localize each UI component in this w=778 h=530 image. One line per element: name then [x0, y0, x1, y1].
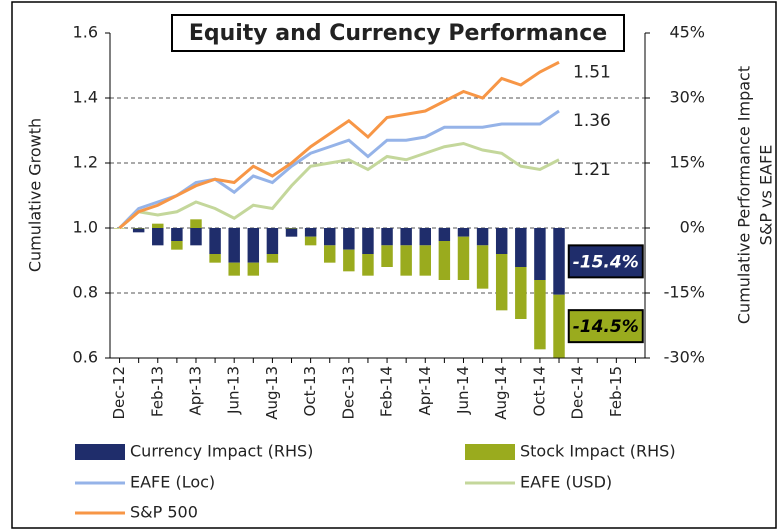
- legend-label: EAFE (USD): [520, 473, 612, 492]
- value-label: -15.4%: [573, 252, 639, 272]
- bar: [362, 254, 374, 276]
- end-label: 1.21: [573, 160, 611, 180]
- x-tick-label: Aug-13: [263, 366, 281, 420]
- chart-title: Equity and Currency Performance: [189, 21, 607, 46]
- x-tick-label: Apr-13: [186, 366, 204, 416]
- y2-tick-label: -15%: [664, 283, 705, 302]
- bar: [381, 228, 393, 246]
- legend-swatch: [465, 444, 515, 460]
- value-label-box: [567, 309, 644, 344]
- value-label-box: [567, 244, 644, 279]
- bar: [553, 294, 565, 358]
- legend-label: S&P 500: [130, 503, 198, 522]
- bar: [113, 228, 126, 229]
- x-tick-label: Feb-14: [378, 366, 396, 417]
- bar: [343, 249, 355, 272]
- bar: [171, 241, 183, 250]
- bar: [247, 228, 260, 263]
- bar: [457, 228, 470, 237]
- y-axis-label: Cumulative Growth: [26, 118, 45, 272]
- bar: [534, 228, 546, 280]
- bar: [304, 228, 317, 237]
- bar: [152, 223, 164, 228]
- line: [118, 60, 560, 230]
- bar: [132, 228, 145, 229]
- bar: [190, 228, 202, 246]
- x-tick-label: Aug-14: [492, 366, 510, 420]
- legend-label: EAFE (Loc): [130, 473, 215, 492]
- x-tick-label: Jun-14: [454, 366, 472, 415]
- y-tick-label: 1.2: [73, 153, 98, 172]
- bar: [381, 245, 393, 267]
- x-tick-label: Feb-15: [607, 366, 625, 417]
- bar: [476, 228, 489, 246]
- bar: [266, 228, 279, 254]
- x-tick-label: Dec-13: [339, 366, 357, 420]
- y2-axis-label: Cumulative Performance Impact: [735, 66, 754, 324]
- y2-tick-label: 30%: [669, 88, 705, 107]
- x-tick-label: Dec-12: [110, 366, 128, 420]
- y2-tick-label: 0%: [680, 218, 705, 237]
- line: [118, 141, 560, 230]
- y-tick-label: 1.6: [73, 23, 98, 42]
- bar: [285, 228, 298, 237]
- bar: [400, 228, 412, 246]
- bar: [553, 228, 565, 295]
- bar: [419, 245, 431, 276]
- bar: [515, 267, 527, 319]
- legend-label: Currency Impact (RHS): [130, 442, 313, 461]
- y-tick-label: 0.6: [73, 348, 98, 367]
- y-tick-label: 1.0: [73, 218, 98, 237]
- x-tick-label: Oct-13: [301, 366, 319, 416]
- x-tick-label: Apr-14: [416, 366, 434, 416]
- bar: [132, 228, 145, 233]
- y-tick-label: 1.4: [73, 88, 98, 107]
- bar: [171, 228, 183, 241]
- bar: [438, 241, 451, 280]
- bar: [209, 228, 221, 254]
- bar: [247, 262, 260, 276]
- bar: [495, 254, 508, 311]
- bar: [285, 228, 298, 229]
- line: [118, 109, 560, 230]
- y2-tick-label: 45%: [669, 23, 705, 42]
- bar: [457, 236, 470, 280]
- x-tick-label: Oct-14: [530, 366, 548, 416]
- bar: [400, 245, 412, 276]
- end-label: 1.51: [573, 62, 611, 82]
- bar: [304, 236, 317, 246]
- bar: [266, 254, 279, 263]
- bar: [324, 228, 336, 246]
- bar: [438, 228, 451, 241]
- bar: [362, 228, 374, 254]
- bar: [419, 228, 431, 246]
- x-tick-label: Jun-13: [225, 366, 243, 415]
- value-label: -14.5%: [573, 317, 639, 337]
- title-box: [171, 14, 625, 52]
- bar: [228, 228, 240, 263]
- legend-label: Stock Impact (RHS): [520, 442, 676, 461]
- bar: [476, 245, 489, 289]
- bar: [324, 245, 336, 263]
- bar: [152, 228, 164, 246]
- bar: [228, 262, 240, 276]
- y-tick-label: 0.8: [73, 283, 98, 302]
- x-tick-label: Dec-14: [569, 366, 587, 420]
- end-label: 1.36: [573, 111, 611, 131]
- y2-axis-label: S&P vs EAFE: [757, 145, 776, 246]
- bar: [495, 228, 508, 254]
- y2-tick-label: -30%: [664, 348, 705, 367]
- bar: [515, 228, 527, 267]
- bar: [209, 254, 221, 263]
- bar: [190, 219, 202, 228]
- bar: [343, 228, 355, 250]
- y2-tick-label: 15%: [669, 153, 705, 172]
- x-tick-label: Feb-13: [148, 366, 166, 417]
- legend-swatch: [75, 444, 125, 460]
- bar: [534, 280, 546, 350]
- frame: [11, 1, 777, 529]
